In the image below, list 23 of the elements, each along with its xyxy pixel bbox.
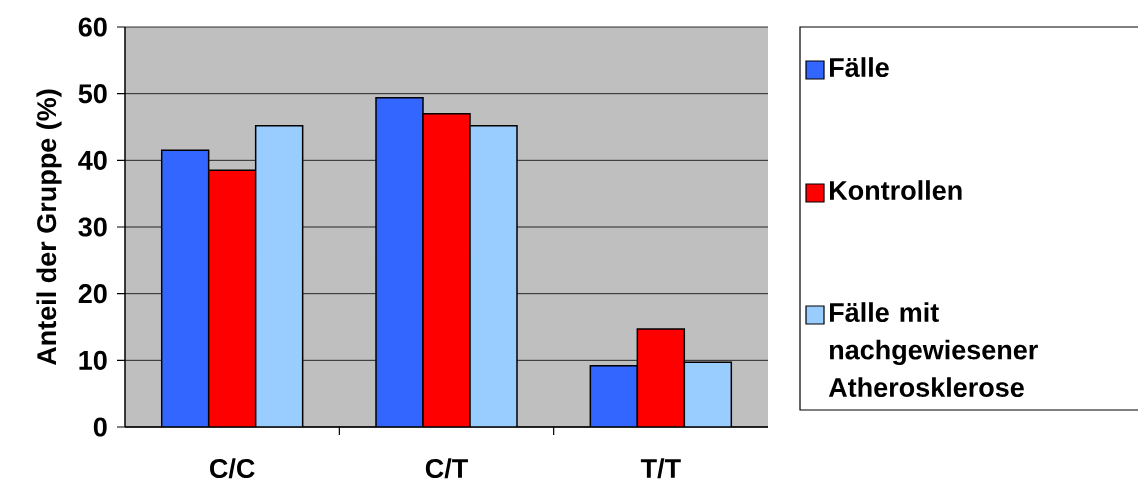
x-tick-label: C/C [210,458,255,479]
bar [636,328,686,427]
legend-label: Fälle mit nachgewiesener Atherosklerose [828,302,1038,398]
y-tick-label: 20 [78,284,107,304]
legend-label: Fälle [830,57,889,78]
y-tick-label: 0 [93,417,107,437]
y-tick-label: 30 [78,217,107,237]
y-tick-label: 40 [78,150,107,170]
y-axis-title: Anteil der Gruppe (%) [36,89,62,366]
x-tick-label: T/T [640,458,681,479]
bar [161,150,209,427]
bar [423,113,470,427]
y-tick-label: 10 [79,350,107,370]
bar [255,125,303,427]
bar [589,364,639,427]
bar [683,361,733,427]
bar [376,97,423,427]
y-tick-label: 60 [78,17,107,37]
y-tick-label: 50 [78,84,107,104]
x-tick-label: C/T [425,458,468,479]
bar [470,125,517,427]
bar [208,170,256,427]
legend-label: Kontrollen [830,180,962,201]
